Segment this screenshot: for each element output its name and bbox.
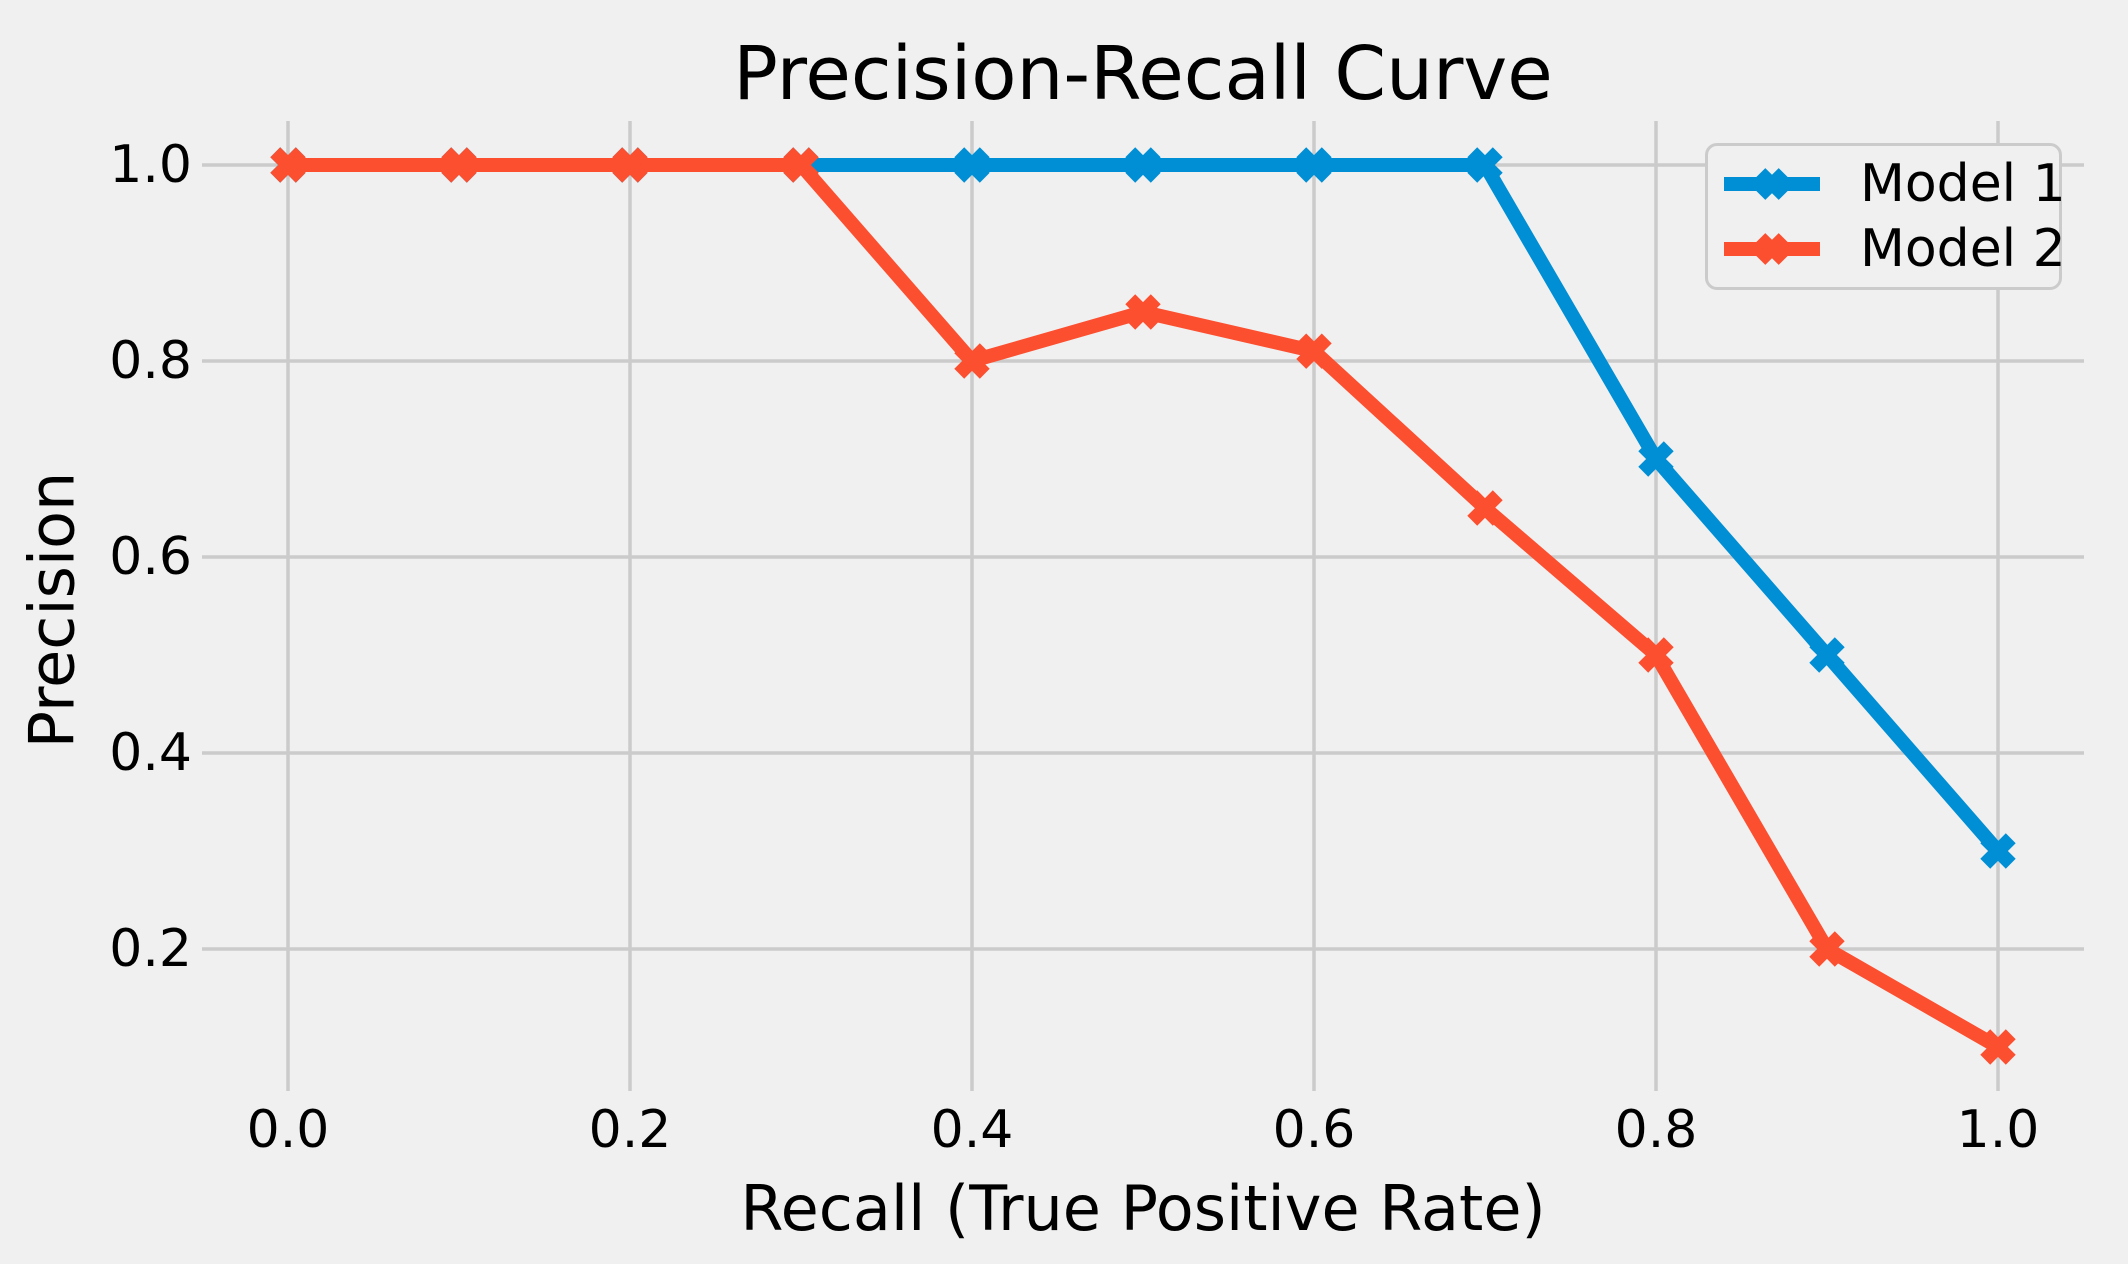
legend-line-sample-model-1 xyxy=(1724,168,1820,201)
series-marker-model-2 xyxy=(612,147,648,183)
series-marker-model-2 xyxy=(1809,931,1845,967)
series-marker-model-1 xyxy=(1980,833,2016,869)
x-tick-label: 1.0 xyxy=(1956,1100,2040,1160)
series-marker-model-2 xyxy=(1125,294,1161,330)
series-marker-model-1 xyxy=(1467,147,1503,183)
x-tick-label: 0.6 xyxy=(1272,1100,1356,1160)
legend-line-sample-model-2 xyxy=(1724,232,1820,265)
x-tick-label: 0.4 xyxy=(930,1100,1014,1160)
series-marker-model-2 xyxy=(1296,333,1332,369)
legend-label-model-1: Model 1 xyxy=(1860,154,2066,215)
y-tick-label: 0.2 xyxy=(109,919,192,979)
x-tick-label: 0.0 xyxy=(246,1100,330,1160)
series-marker-model-1 xyxy=(1638,441,1674,477)
series-marker-model-2 xyxy=(1467,490,1503,526)
series-marker-model-2 xyxy=(954,343,990,379)
series-marker-model-2 xyxy=(441,147,477,183)
series-marker-model-1 xyxy=(954,147,990,183)
series-marker-model-1 xyxy=(1296,147,1332,183)
series-marker-model-1 xyxy=(1125,147,1161,183)
legend-entry-model-1: Model 1 xyxy=(1724,154,2066,214)
series-line-model-2 xyxy=(288,158,2002,1054)
x-tick-label: 0.2 xyxy=(588,1100,672,1160)
legend-sample-marker-x xyxy=(1756,232,1788,265)
y-tick-label: 0.8 xyxy=(109,331,192,391)
x-axis-label: Recall (True Positive Rate) xyxy=(740,1172,1546,1245)
legend-label-model-2: Model 2 xyxy=(1860,218,2066,279)
legend: Model 1 Model 2 xyxy=(1705,143,2066,290)
series-marker-model-2 xyxy=(783,147,819,183)
y-axis-label: Precision xyxy=(15,471,89,749)
y-tick-label: 0.4 xyxy=(109,723,192,783)
series-marker-model-2 xyxy=(1980,1029,2016,1065)
legend-entry-model-2: Model 2 xyxy=(1724,219,2066,279)
chart-title: Precision-Recall Curve xyxy=(733,31,1553,117)
y-tick-label: 0.6 xyxy=(109,527,192,587)
legend-sample-marker-x xyxy=(1756,168,1788,201)
series-marker-model-1 xyxy=(1809,637,1845,673)
series-marker-model-2 xyxy=(1638,637,1674,673)
x-tick-label: 0.8 xyxy=(1614,1100,1698,1160)
y-tick-label: 1.0 xyxy=(109,135,192,195)
series-marker-model-2 xyxy=(270,147,306,183)
